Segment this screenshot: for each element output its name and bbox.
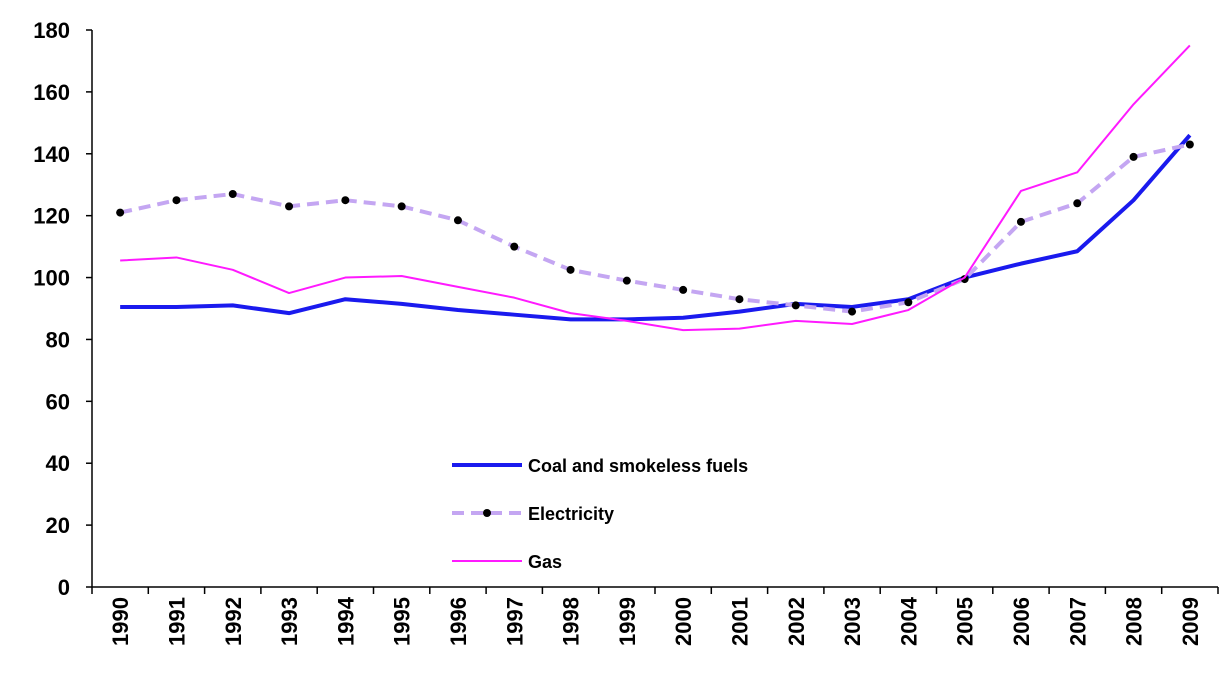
y-tick-label: 20 <box>46 513 70 538</box>
x-tick-label: 1993 <box>277 597 302 646</box>
x-tick-label: 1996 <box>446 597 471 646</box>
y-tick-label: 60 <box>46 389 70 414</box>
data-point <box>904 298 913 307</box>
x-tick-label: 2005 <box>953 597 978 646</box>
y-tick-label: 120 <box>33 204 70 229</box>
x-tick-label: 2007 <box>1065 597 1090 646</box>
x-tick-label: 2006 <box>1009 597 1034 646</box>
x-tick-label: 2009 <box>1178 597 1203 646</box>
data-point <box>960 275 969 284</box>
data-point <box>848 307 857 316</box>
legend-label: Coal and smokeless fuels <box>528 456 748 476</box>
data-point <box>1073 199 1082 208</box>
data-point <box>566 265 575 274</box>
data-point <box>791 301 800 310</box>
y-tick-label: 100 <box>33 266 70 291</box>
data-point <box>228 190 237 199</box>
x-tick-label: 1991 <box>164 597 189 646</box>
data-point <box>341 196 350 205</box>
series-line <box>119 142 1191 314</box>
data-point <box>116 208 125 217</box>
x-tick-label: 2001 <box>727 597 752 646</box>
data-point <box>397 202 406 211</box>
y-tick-label: 0 <box>58 575 70 600</box>
data-point <box>735 295 744 304</box>
series-line <box>120 133 1192 322</box>
y-tick-label: 180 <box>33 18 70 43</box>
x-tick-label: 1990 <box>108 597 133 646</box>
x-tick-label: 1994 <box>333 596 358 646</box>
data-point <box>622 276 631 285</box>
data-point <box>172 196 181 205</box>
data-point <box>1185 140 1194 149</box>
x-tick-label: 2004 <box>896 596 921 646</box>
x-tick-label: 2003 <box>840 597 865 646</box>
legend-label: Electricity <box>528 504 614 524</box>
x-tick-label: 1999 <box>615 597 640 646</box>
x-tick-label: 2008 <box>1122 597 1147 646</box>
legend-marker <box>483 509 491 517</box>
series-line <box>120 44 1191 332</box>
data-point <box>510 242 519 251</box>
x-tick-label: 1998 <box>559 597 584 646</box>
x-tick-label: 2000 <box>671 597 696 646</box>
data-point <box>1016 217 1025 226</box>
y-tick-label: 40 <box>46 451 70 476</box>
x-tick-label: 1992 <box>221 597 246 646</box>
y-tick-label: 80 <box>46 327 70 352</box>
x-tick-label: 2002 <box>784 597 809 646</box>
y-tick-label: 160 <box>33 80 70 105</box>
x-tick-label: 1995 <box>390 597 415 646</box>
data-point <box>453 216 462 225</box>
data-point <box>1129 152 1138 161</box>
legend-label: Gas <box>528 552 562 572</box>
x-tick-label: 1997 <box>502 597 527 646</box>
data-point <box>285 202 294 211</box>
data-point <box>679 285 688 294</box>
y-tick-label: 140 <box>33 142 70 167</box>
